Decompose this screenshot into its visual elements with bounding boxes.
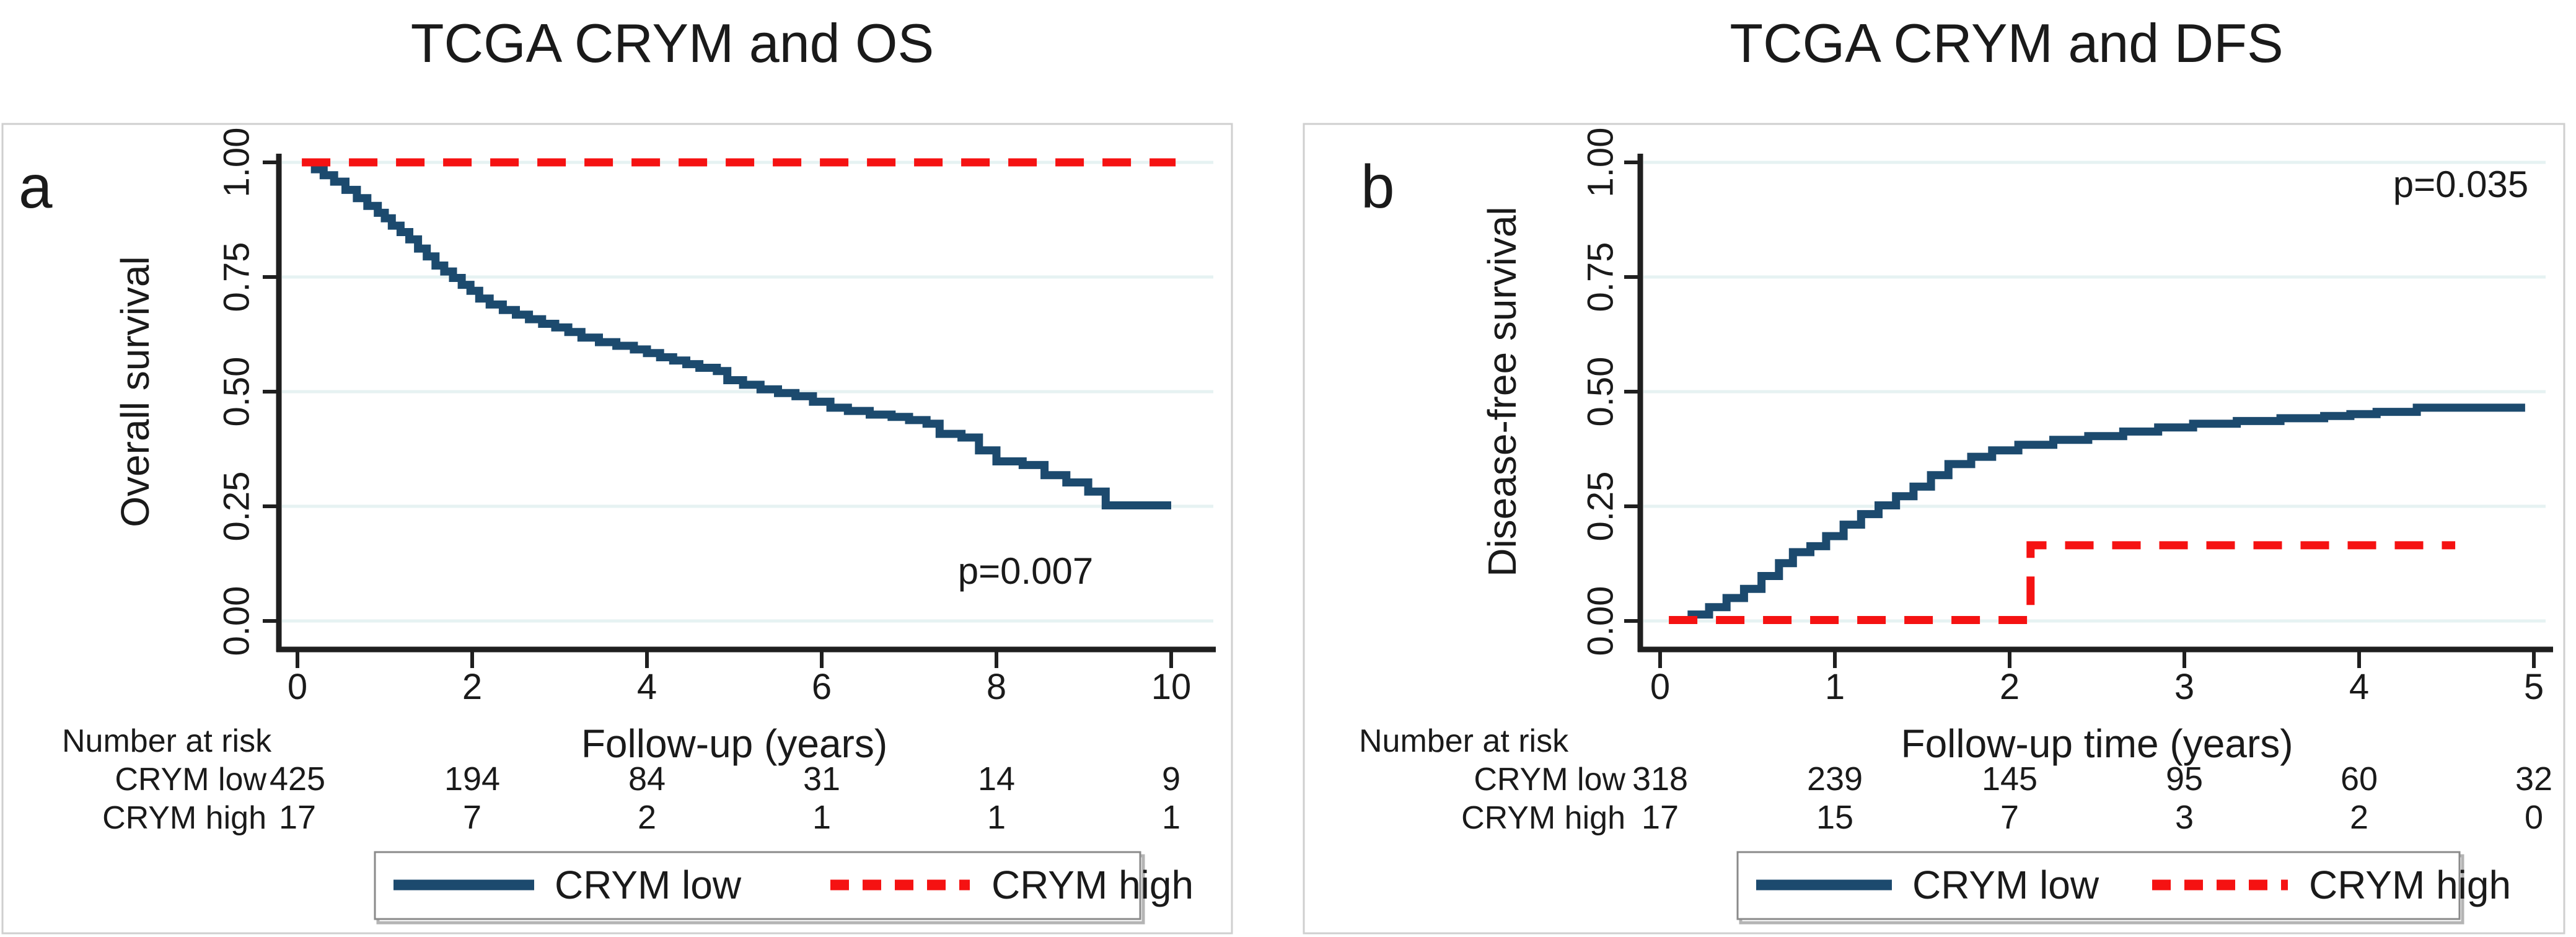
legend: CRYM low CRYM high xyxy=(374,851,1193,925)
risk-value: 32 xyxy=(2515,760,2552,798)
risk-value: 9 xyxy=(1162,760,1180,798)
risk-value: 17 xyxy=(279,799,316,836)
panel-letter: a xyxy=(19,152,53,221)
panel-background xyxy=(1288,0,2575,937)
y-tick-label: 0.00 xyxy=(1581,586,1621,656)
x-axis-title: Follow-up time (years) xyxy=(1901,721,2293,766)
graph-region-border xyxy=(1303,123,2565,935)
risk-value: 145 xyxy=(1982,760,2038,798)
x-tick-label: 5 xyxy=(2524,667,2544,707)
risk-value: 14 xyxy=(978,760,1015,798)
x-tick-label: 0 xyxy=(1650,667,1670,707)
risk-value: 425 xyxy=(270,760,325,798)
risk-value: 194 xyxy=(444,760,500,798)
axes: 0.00 0.25 0.50 0.75 1.00 0 2 4 6 8 10 xyxy=(217,128,1216,707)
y-tick-label: 1.00 xyxy=(217,128,257,198)
curves xyxy=(302,158,1176,509)
risk-value: 1 xyxy=(987,799,1006,836)
y-axis-title: Overall survival xyxy=(113,256,157,527)
x-tick-label: 4 xyxy=(2349,667,2369,707)
risk-value: 31 xyxy=(803,760,840,798)
y-tick-label: 1.00 xyxy=(1581,128,1621,198)
panel-background xyxy=(0,0,1288,937)
y-tick-label: 0.25 xyxy=(217,472,257,542)
curves xyxy=(1669,403,2525,624)
legend-label: CRYM low xyxy=(1912,863,2099,907)
risk-row-label: CRYM high xyxy=(1461,800,1625,836)
curve-crym-low xyxy=(304,158,1171,509)
risk-value: 60 xyxy=(2341,760,2378,798)
y-tick-label: 0.75 xyxy=(1581,242,1621,312)
y-tick-label: 0.75 xyxy=(217,242,257,312)
y-tick-label: 0.50 xyxy=(217,357,257,427)
x-tick-label: 10 xyxy=(1151,667,1192,707)
curve-crym-high xyxy=(1669,541,2456,624)
risk-value: 7 xyxy=(463,799,481,836)
risk-row-label: CRYM low xyxy=(1474,762,1625,798)
gridlines xyxy=(1643,161,2546,623)
y-tick-label: 0.50 xyxy=(1581,357,1621,427)
risk-value: 3 xyxy=(2175,799,2194,836)
risk-value: 2 xyxy=(638,799,656,836)
p-value-label: p=0.035 xyxy=(2393,164,2529,205)
y-tick-label: 0.25 xyxy=(1581,472,1621,542)
risk-value: 95 xyxy=(2166,760,2203,798)
x-tick-label: 0 xyxy=(288,667,307,707)
p-value-label: p=0.007 xyxy=(958,550,1094,592)
y-tick-label: 0.00 xyxy=(217,586,257,656)
panel-letter: b xyxy=(1361,152,1395,221)
risk-value: 1 xyxy=(1162,799,1180,836)
legend-label: CRYM high xyxy=(991,863,1193,907)
risk-value: 2 xyxy=(2350,799,2368,836)
x-tick-label: 3 xyxy=(2174,667,2194,707)
legend-label: CRYM high xyxy=(2309,863,2511,907)
x-tick-label: 8 xyxy=(987,667,1006,707)
y-axis-title: Disease-free survival xyxy=(1480,206,1524,577)
risk-value: 17 xyxy=(1642,799,1679,836)
x-tick-label: 1 xyxy=(1825,667,1845,707)
risk-row-label: CRYM low xyxy=(115,762,266,798)
risk-value: 15 xyxy=(1816,799,1853,836)
graph-region-border xyxy=(1,123,1233,935)
panel-title: TCGA CRYM and DFS xyxy=(1730,12,2283,74)
risk-value: 1 xyxy=(812,799,831,836)
panel-a: TCGA CRYM and OS a 0.00 0.25 0.50 0.75 1.00 0… xyxy=(0,0,1288,937)
x-axis-title: Follow-up (years) xyxy=(581,721,887,766)
curve-crym-low xyxy=(1674,403,2525,624)
number-at-risk-header: Number at risk xyxy=(62,723,272,759)
risk-value: 84 xyxy=(628,760,666,798)
panel-title: TCGA CRYM and OS xyxy=(411,12,934,74)
risk-row-label: CRYM high xyxy=(102,800,266,836)
x-tick-label: 2 xyxy=(462,667,482,707)
legend: CRYM low CRYM high xyxy=(1736,851,2511,925)
panel-b: TCGA CRYM and DFS b 0.00 0.25 0.50 0.75 1.00… xyxy=(1288,0,2575,937)
risk-value: 318 xyxy=(1632,760,1688,798)
number-at-risk-header: Number at risk xyxy=(1359,723,1569,759)
legend-label: CRYM low xyxy=(555,863,742,907)
x-tick-label: 6 xyxy=(812,667,832,707)
risk-value: 0 xyxy=(2525,799,2543,836)
x-tick-label: 4 xyxy=(637,667,657,707)
axes: 0.00 0.25 0.50 0.75 1.00 0 1 2 3 4 5 xyxy=(1581,128,2553,707)
risk-value: 7 xyxy=(2000,799,2019,836)
x-tick-label: 2 xyxy=(2000,667,2020,707)
risk-value: 239 xyxy=(1807,760,1863,798)
